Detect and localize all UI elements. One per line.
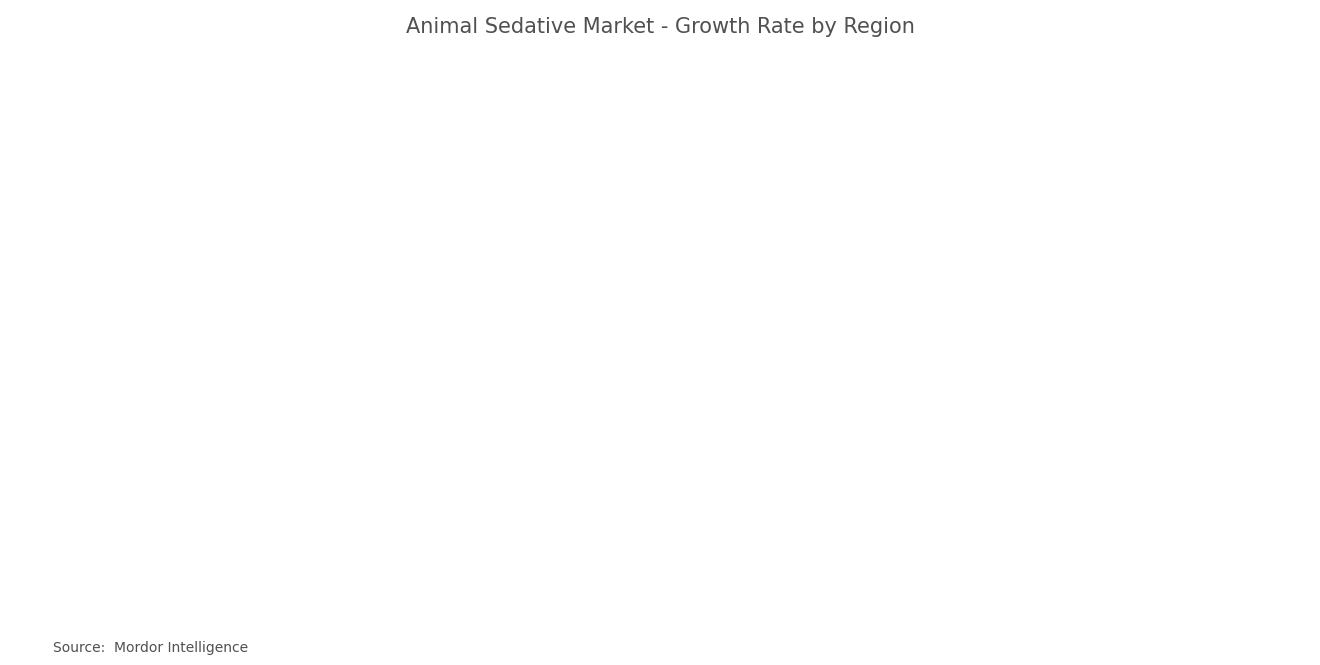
Text: Animal Sedative Market - Growth Rate by Region: Animal Sedative Market - Growth Rate by … [405,17,915,37]
Text: Source:  Mordor Intelligence: Source: Mordor Intelligence [53,640,248,655]
